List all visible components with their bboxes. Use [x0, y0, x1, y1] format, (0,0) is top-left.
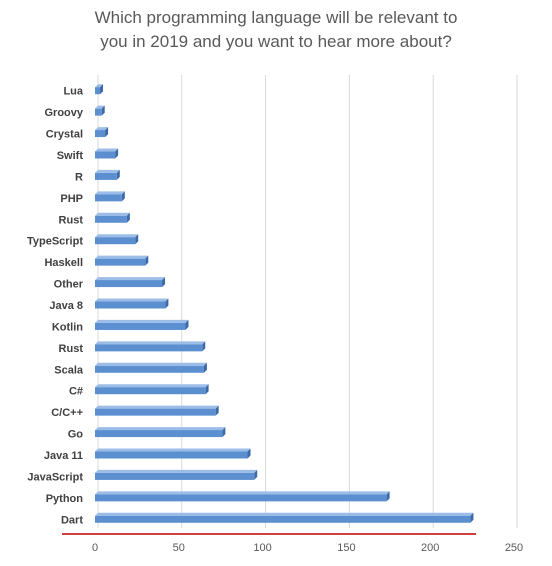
bar-front	[95, 323, 186, 330]
category-label: Go	[68, 429, 84, 441]
bar	[95, 256, 148, 266]
bar-front	[95, 344, 202, 351]
bar	[95, 363, 207, 373]
bar-front	[95, 216, 127, 223]
bar	[95, 84, 103, 94]
category-label: Rust	[59, 343, 84, 355]
bar	[95, 341, 205, 351]
category-label: Java 11	[44, 450, 83, 462]
bar	[95, 384, 209, 394]
bar-top	[95, 341, 205, 344]
category-label: Crystal	[46, 129, 83, 141]
category-label: Java 8	[49, 300, 83, 312]
category-label: PHP	[60, 193, 83, 205]
bar-top	[95, 427, 225, 430]
category-label: C#	[69, 386, 83, 398]
bar-top	[95, 213, 130, 216]
category-label: Rust	[59, 214, 84, 226]
bar-top	[95, 449, 251, 452]
category-label: Lua	[63, 86, 83, 98]
bar-top	[95, 470, 257, 473]
category-label: Haskell	[44, 257, 83, 269]
bar	[95, 513, 473, 523]
bar-top	[95, 384, 209, 387]
bar-top	[95, 363, 207, 366]
category-label: Kotlin	[52, 321, 83, 333]
bar-top	[95, 191, 125, 194]
bar	[95, 406, 219, 416]
bar-top	[95, 491, 390, 494]
category-label: TypeScript	[27, 236, 83, 248]
x-tick-label: 250	[505, 542, 523, 554]
category-label: Swift	[57, 150, 84, 162]
bar	[95, 299, 168, 309]
x-tick-label: 0	[92, 542, 98, 554]
bar-top	[95, 149, 118, 152]
x-tick-label: 200	[421, 542, 439, 554]
bar-top	[95, 299, 168, 302]
bar-front	[95, 237, 135, 244]
bar-front	[95, 494, 387, 501]
bar-top	[95, 277, 165, 280]
bar-top	[95, 406, 219, 409]
bar-front	[95, 259, 145, 266]
bar	[95, 106, 105, 116]
bar-front	[95, 473, 254, 480]
bars	[95, 84, 473, 523]
category-label: Scala	[54, 364, 84, 376]
bar	[95, 127, 108, 137]
bar	[95, 320, 189, 330]
bar	[95, 491, 390, 501]
bar-front	[95, 173, 117, 180]
bar	[95, 170, 120, 180]
bar-front	[95, 130, 105, 137]
bar-top	[95, 170, 120, 173]
category-label: C/C++	[51, 407, 83, 419]
bar-front	[95, 387, 206, 394]
bar-front	[95, 516, 470, 523]
category-label: R	[75, 171, 83, 183]
bar-front	[95, 87, 100, 94]
category-label: Groovy	[44, 107, 83, 119]
bar-top	[95, 256, 148, 259]
bar	[95, 234, 138, 244]
bar-front	[95, 280, 162, 287]
category-labels: Lua Groovy Crystal Swift R PHP Rust TypeScript H…	[27, 86, 84, 527]
x-tick-label: 150	[337, 542, 355, 554]
bar-front	[95, 430, 222, 437]
bar	[95, 191, 125, 201]
bar	[95, 470, 257, 480]
bar	[95, 449, 251, 459]
bar-front	[95, 302, 165, 309]
bar-top	[95, 320, 189, 323]
category-label: JavaScript	[27, 471, 83, 483]
x-tick-label: 100	[253, 542, 271, 554]
bar-front	[95, 409, 216, 416]
bar-top	[95, 513, 473, 516]
x-axis: 0 50 100 150 200 250	[62, 534, 523, 554]
bar	[95, 427, 225, 437]
category-label: Other	[54, 279, 84, 291]
x-tick-label: 50	[173, 542, 185, 554]
bar	[95, 277, 165, 287]
bar-front	[95, 109, 102, 116]
bar-front	[95, 452, 248, 459]
bar-front	[95, 366, 204, 373]
category-label: Python	[46, 493, 84, 505]
bar-front	[95, 152, 115, 159]
bar	[95, 149, 118, 159]
bar	[95, 213, 130, 223]
bar-top	[95, 234, 138, 237]
category-label: Dart	[61, 514, 83, 526]
bar-front	[95, 194, 122, 201]
